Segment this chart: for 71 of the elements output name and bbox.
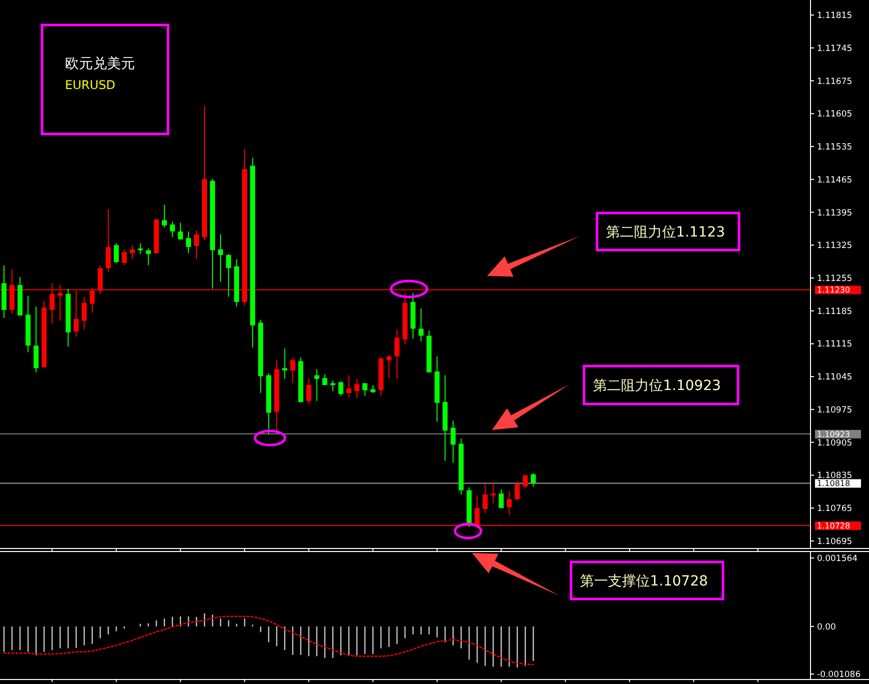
y-tick-label: 1.10905 <box>817 438 852 448</box>
candlestick <box>386 354 392 379</box>
y-tick-label: 1.11745 <box>817 44 852 54</box>
annotation: 第二阻力位1.10923 <box>593 378 721 394</box>
candlestick <box>530 472 536 487</box>
candlestick <box>482 484 488 514</box>
candlestick <box>282 348 288 380</box>
candlestick <box>474 494 480 528</box>
candlestick <box>418 308 424 342</box>
y-tick-label: 1.10765 <box>817 504 852 514</box>
y-tick-label: 1.11465 <box>817 175 852 186</box>
candlestick <box>290 356 296 384</box>
y-tick-label: 1.11395 <box>817 208 852 218</box>
candlestick <box>170 221 175 238</box>
candlestick <box>338 380 344 396</box>
y-tick-label: 1.11115 <box>817 340 852 350</box>
ref-line-label: 1.11230 <box>817 286 850 295</box>
y-tick-label: 1.11535 <box>817 142 852 153</box>
text: 欧元兑美元 <box>65 56 135 72</box>
text: EURUSD <box>65 78 116 92</box>
ref-line-label: 1.10923 <box>817 430 850 439</box>
candlestick <box>122 248 127 266</box>
y-tick-label: 1.11325 <box>817 241 852 252</box>
y-tick-label: 1.11045 <box>817 372 852 383</box>
candlestick <box>130 244 135 260</box>
y-tick-label: 0.001564 <box>817 554 858 564</box>
y-tick-label: 1.11255 <box>817 274 852 284</box>
annotation: 第一支撑位1.10728 <box>580 574 708 590</box>
candlestick <box>146 248 151 266</box>
candlestick <box>330 380 336 392</box>
candlestick <box>394 329 400 380</box>
candlestick <box>106 208 111 272</box>
candlestick <box>194 230 199 260</box>
candlestick <box>58 284 63 322</box>
candlestick <box>346 374 352 398</box>
candlestick <box>522 474 528 489</box>
candlestick <box>162 204 167 228</box>
y-tick-label: 0.00 <box>817 622 836 632</box>
candlestick <box>90 287 95 314</box>
candlestick <box>490 482 496 504</box>
candlestick <box>362 382 368 396</box>
candlestick <box>450 420 456 464</box>
y-tick-label: 1.11675 <box>817 76 852 87</box>
y-tick-label: 1.11815 <box>817 11 852 22</box>
candlestick <box>226 254 232 298</box>
candlestick <box>82 296 87 330</box>
y-tick-label: 1.11185 <box>817 306 852 317</box>
y-tick-label: 1.10695 <box>817 536 852 547</box>
candlestick <box>138 242 143 255</box>
candlestick <box>506 490 512 516</box>
ref-line-label: 1.10818 <box>817 479 850 488</box>
candlestick <box>186 231 191 254</box>
y-tick-label: -0.001086 <box>817 670 861 680</box>
candlestick <box>98 264 103 294</box>
annotation: 第二阻力位1.1123 <box>606 224 725 240</box>
y-tick-label: 1.10835 <box>817 471 852 482</box>
candlestick <box>178 222 183 240</box>
y-tick-label: 1.11605 <box>817 110 852 120</box>
ref-line-label: 1.10728 <box>817 521 850 530</box>
candlestick <box>498 488 504 509</box>
y-tick-label: 1.10975 <box>817 405 852 416</box>
candlestick <box>34 306 39 373</box>
candlestick <box>354 378 360 399</box>
candlestick <box>50 282 55 324</box>
candlestick <box>514 480 520 501</box>
candlestick <box>306 378 312 404</box>
line-series <box>3 616 534 666</box>
candlestick <box>114 242 119 264</box>
candlestick <box>314 368 320 402</box>
candlestick <box>74 290 79 338</box>
candlestick <box>218 234 224 282</box>
